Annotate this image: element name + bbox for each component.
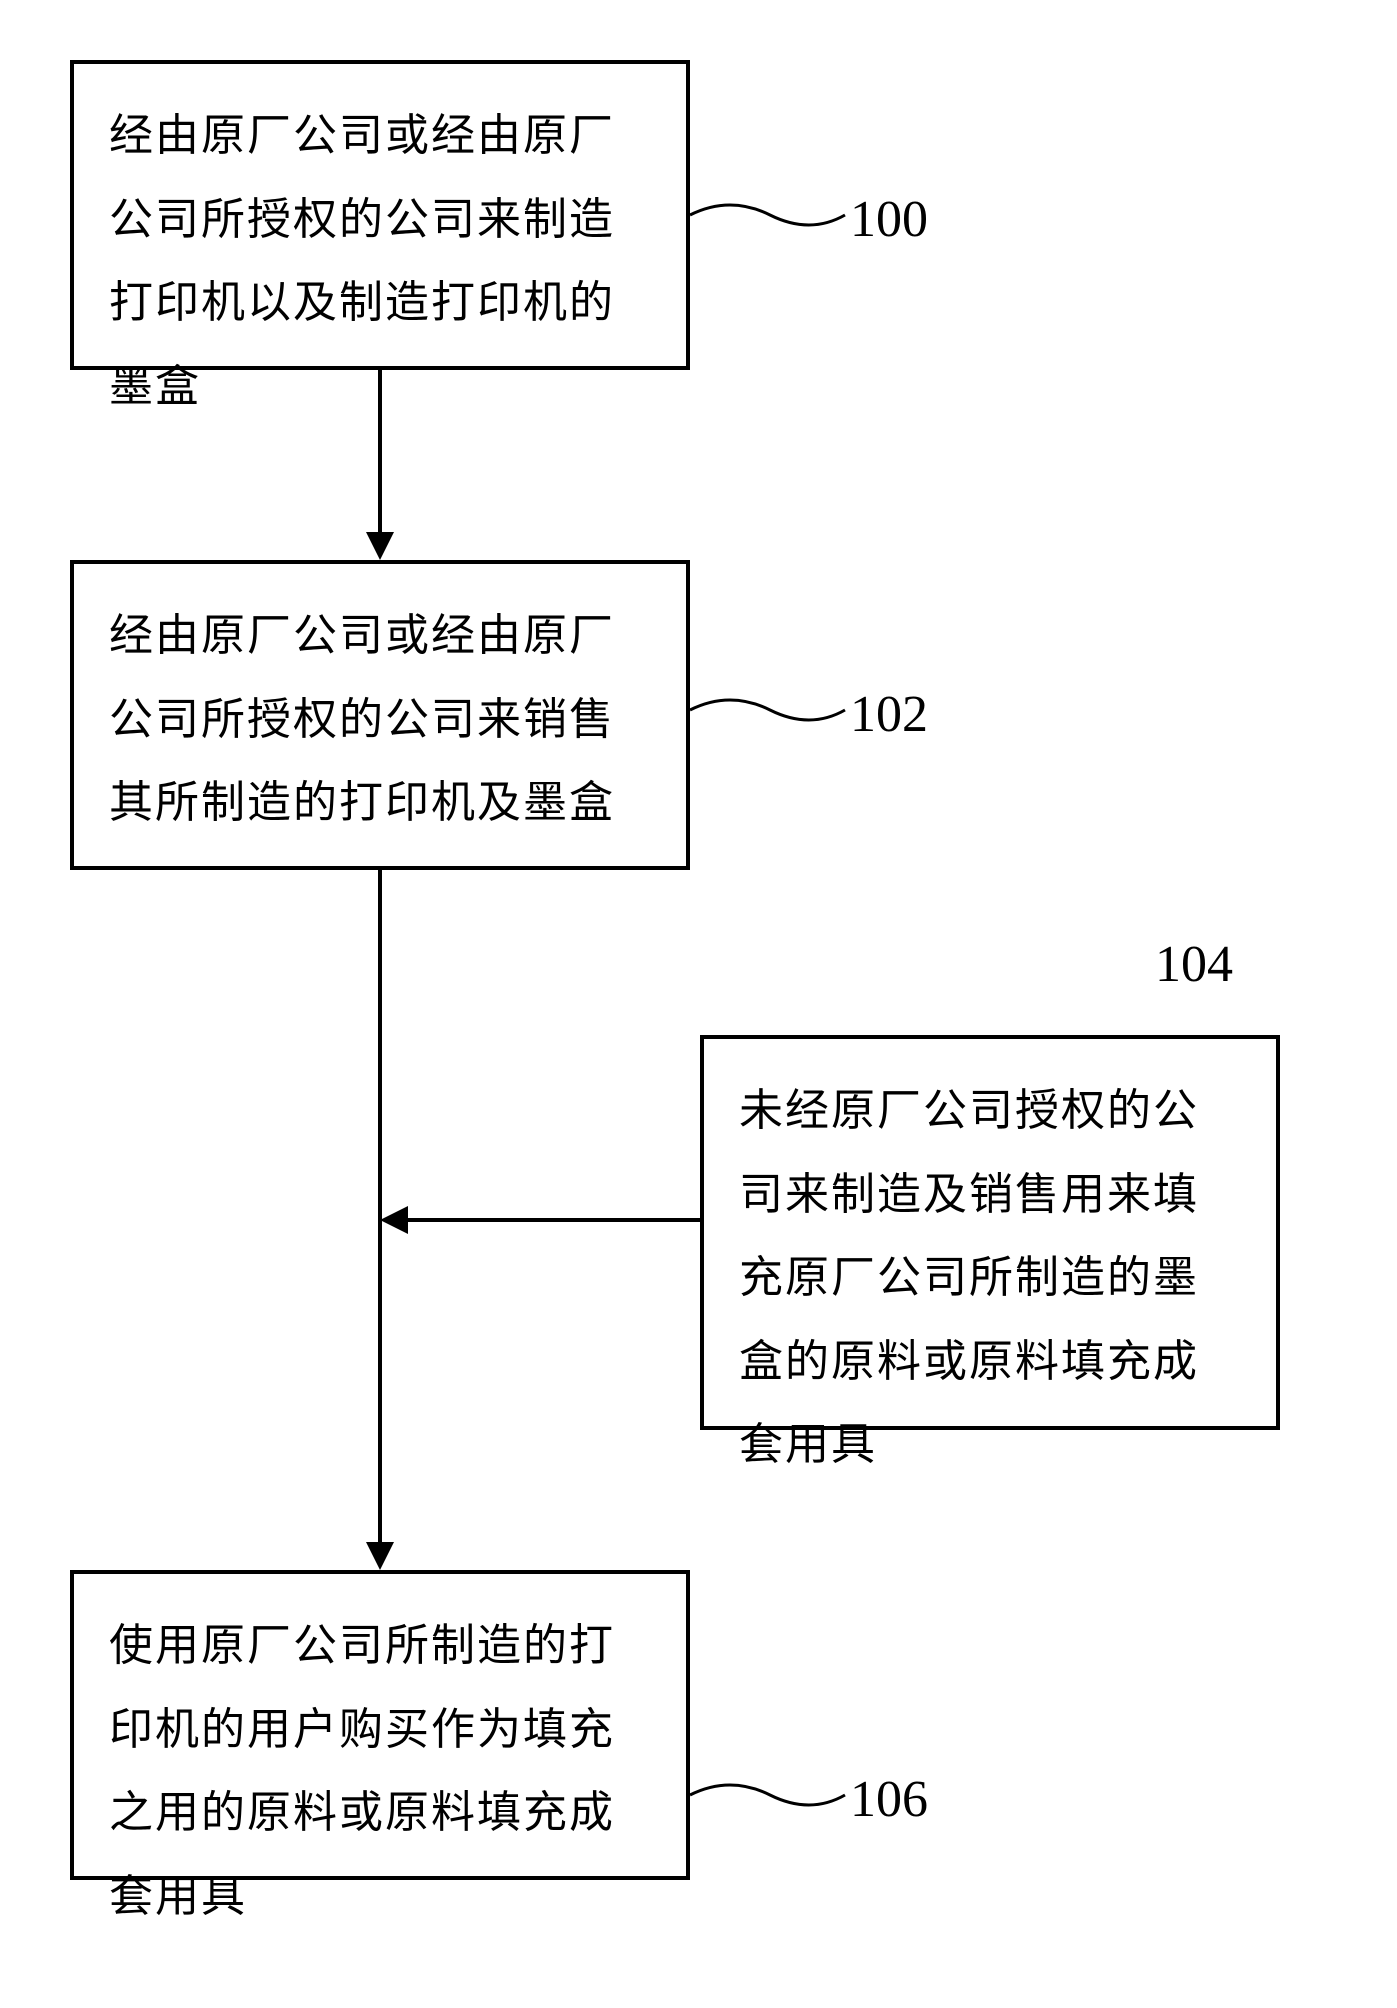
node-106-text: 使用原厂公司所制造的打印机的用户购买作为填充之用的原料或原料填充成套用具 bbox=[109, 1604, 651, 1938]
node-106-label: 106 bbox=[850, 1770, 928, 1829]
node-102-text: 经由原厂公司或经由原厂公司所授权的公司来销售其所制造的打印机及墨盒 bbox=[109, 594, 651, 845]
flowchart-node-106: 使用原厂公司所制造的打印机的用户购买作为填充之用的原料或原料填充成套用具 bbox=[70, 1570, 690, 1880]
node-102-label: 102 bbox=[850, 685, 928, 744]
edge-100-to-102 bbox=[360, 370, 400, 560]
flowchart-node-102: 经由原厂公司或经由原厂公司所授权的公司来销售其所制造的打印机及墨盒 bbox=[70, 560, 690, 870]
label-connector-102 bbox=[690, 690, 850, 730]
flowchart-node-104: 未经原厂公司授权的公司来制造及销售用来填充原厂公司所制造的墨盒的原料或原料填充成… bbox=[700, 1035, 1280, 1430]
edge-104-to-merge bbox=[380, 1200, 700, 1240]
label-connector-106 bbox=[690, 1775, 850, 1815]
flowchart-node-100: 经由原厂公司或经由原厂公司所授权的公司来制造打印机以及制造打印机的墨盒 bbox=[70, 60, 690, 370]
node-104-label: 104 bbox=[1155, 935, 1233, 994]
node-104-text: 未经原厂公司授权的公司来制造及销售用来填充原厂公司所制造的墨盒的原料或原料填充成… bbox=[739, 1069, 1241, 1487]
flowchart-container: 经由原厂公司或经由原厂公司所授权的公司来制造打印机以及制造打印机的墨盒 100 … bbox=[0, 0, 1397, 2008]
node-100-label: 100 bbox=[850, 190, 928, 249]
label-connector-100 bbox=[690, 195, 850, 235]
